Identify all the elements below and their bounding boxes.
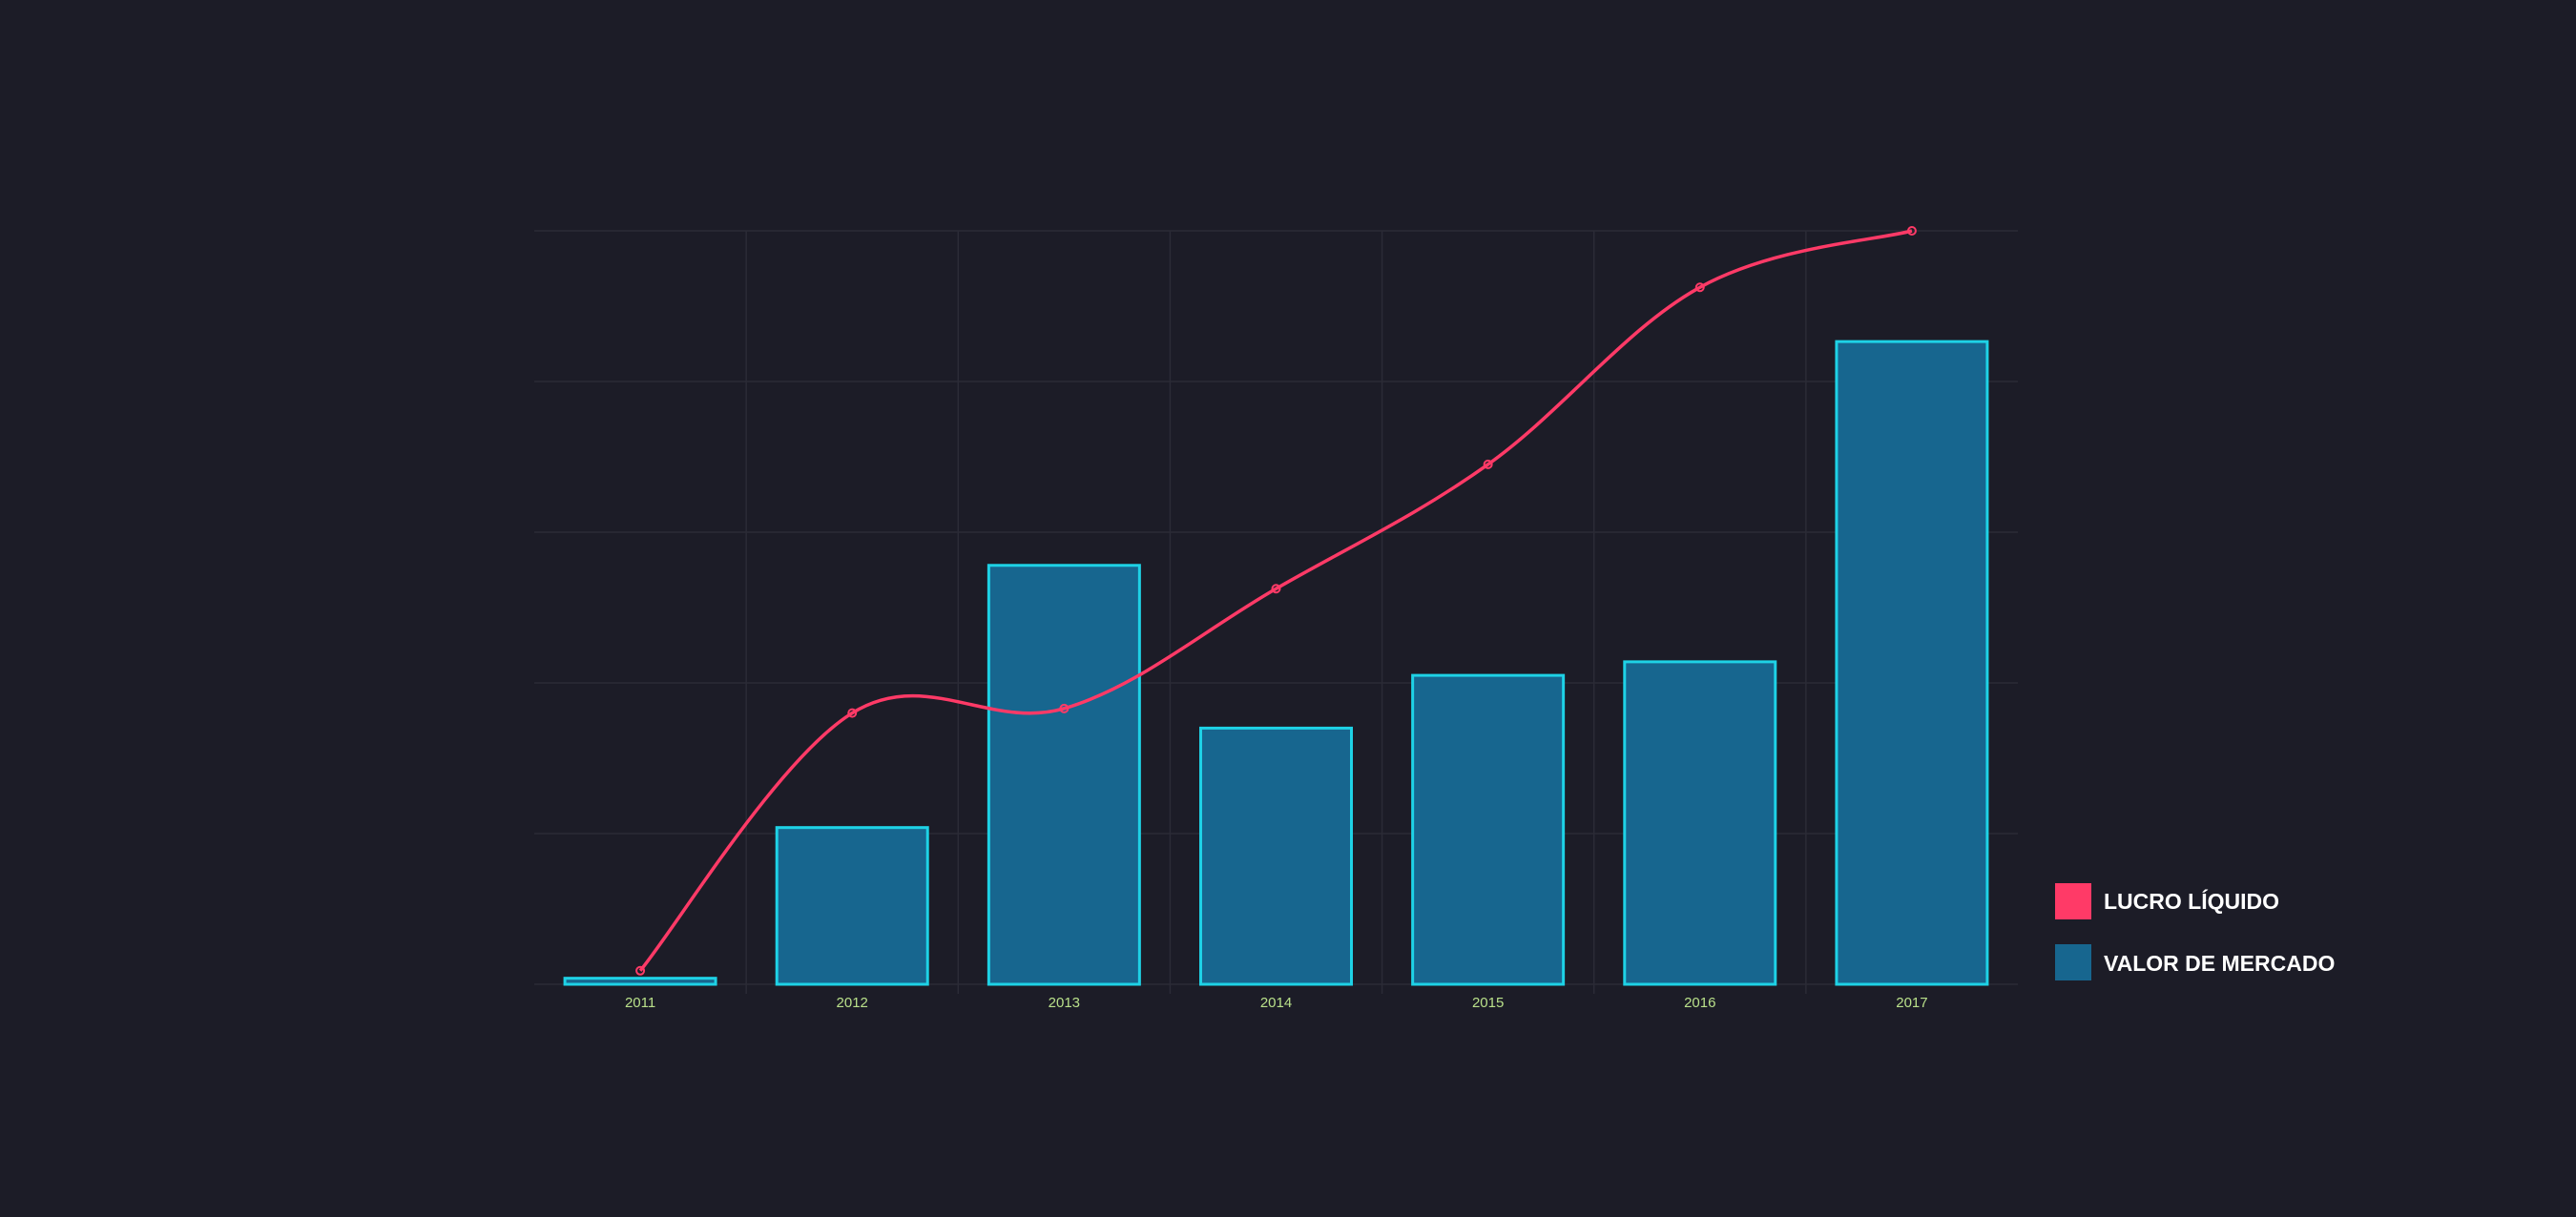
bar-2013 xyxy=(987,564,1141,986)
line-point-2014 xyxy=(1271,584,1281,594)
legend-item-valor-de-mercado[interactable]: VALOR DE MERCADO xyxy=(2055,944,2335,980)
x-tick-label-2011: 2011 xyxy=(625,995,655,1011)
line-point-2015 xyxy=(1483,459,1493,469)
x-tick-label-2013: 2013 xyxy=(1049,995,1080,1011)
x-tick-label-2015: 2015 xyxy=(1472,995,1504,1011)
legend-label-valor-de-mercado: VALOR DE MERCADO xyxy=(2104,951,2335,976)
x-tick-label-2017: 2017 xyxy=(1896,995,1927,1011)
legend: LUCRO LÍQUIDO VALOR DE MERCADO xyxy=(2055,883,2335,980)
bar-2012 xyxy=(775,826,929,986)
x-axis-ticks: 2011 2012 2013 2014 2015 2016 2017 xyxy=(625,995,1928,1011)
bar-2015 xyxy=(1411,673,1566,986)
line-point-2017 xyxy=(1906,226,1917,236)
x-tick-label-2014: 2014 xyxy=(1260,995,1292,1011)
bar-2016 xyxy=(1623,660,1777,986)
legend-swatch-valor-de-mercado xyxy=(2055,944,2091,980)
bar-2014 xyxy=(1199,726,1353,986)
bar-2011 xyxy=(563,977,717,986)
x-tick-label-2012: 2012 xyxy=(837,995,868,1011)
line-point-2016 xyxy=(1694,282,1705,293)
bar-series xyxy=(563,340,1989,986)
x-tick-label-2016: 2016 xyxy=(1684,995,1715,1011)
line-lucro-liquido xyxy=(638,229,1913,972)
line-point-2011 xyxy=(635,965,646,976)
legend-item-lucro-liquido[interactable]: LUCRO LÍQUIDO xyxy=(2055,883,2279,919)
line-series xyxy=(635,226,1917,976)
legend-label-lucro-liquido: LUCRO LÍQUIDO xyxy=(2104,888,2279,914)
line-point-2013 xyxy=(1059,703,1070,713)
bar-2017 xyxy=(1835,340,1989,986)
legend-swatch-lucro-liquido xyxy=(2055,883,2091,919)
line-point-2012 xyxy=(847,708,858,718)
